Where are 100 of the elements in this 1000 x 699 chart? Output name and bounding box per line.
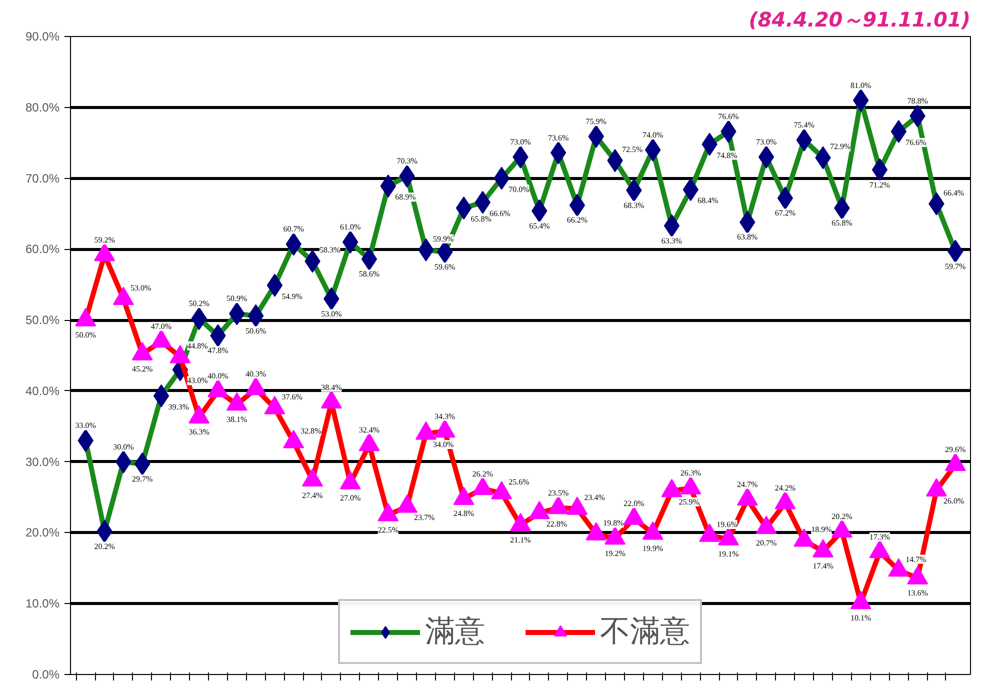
point	[661, 478, 682, 498]
data-label: 50.0%	[75, 330, 96, 340]
data-label: 59.7%	[945, 262, 966, 271]
point	[474, 190, 491, 214]
point	[831, 519, 852, 538]
y-tick-label: 10.0%	[25, 596, 60, 611]
point	[302, 468, 324, 487]
point	[245, 376, 266, 396]
data-label: 66.2%	[566, 216, 588, 225]
data-label: 20.2%	[832, 512, 853, 521]
data-label: 32.8%	[300, 426, 322, 436]
data-label: 24.2%	[774, 483, 796, 492]
data-label: 39.3%	[168, 402, 190, 412]
data-label: 19.9%	[642, 544, 664, 553]
point	[550, 141, 566, 164]
data-label: 68.9%	[395, 192, 416, 202]
data-label: 74.0%	[642, 130, 664, 140]
data-label: 70.3%	[396, 156, 418, 166]
data-label: 27.4%	[302, 490, 324, 500]
data-label: 66.4%	[943, 188, 964, 198]
data-label: 10.1%	[850, 613, 872, 622]
data-label: 50.6%	[245, 326, 266, 336]
data-label: 73.0%	[756, 138, 777, 147]
data-label: 20.2%	[94, 542, 116, 551]
data-label: 72.9%	[830, 142, 852, 152]
data-label: 22.0%	[624, 499, 645, 508]
data-label: 75.4%	[794, 120, 815, 130]
data-label: 63.3%	[661, 236, 682, 246]
data-label: 26.3%	[680, 468, 702, 478]
data-label: 45.2%	[132, 364, 154, 374]
point	[664, 214, 680, 238]
data-label: 75.9%	[586, 116, 607, 126]
data-label: 20.7%	[756, 538, 777, 548]
data-label: 19.8%	[603, 518, 624, 528]
y-tick-label: 60.0%	[25, 242, 60, 256]
point	[207, 378, 228, 398]
data-label: 29.7%	[132, 474, 154, 484]
data-label: 29.6%	[945, 445, 966, 454]
y-tick-label: 80.0%	[25, 100, 60, 114]
data-label: 53.0%	[130, 283, 152, 292]
point	[548, 496, 569, 514]
data-label: 66.6%	[490, 208, 511, 218]
data-label: 26.2%	[472, 469, 494, 478]
data-label: 65.4%	[529, 221, 550, 230]
point	[758, 146, 774, 169]
y-tick-label: 40.0%	[25, 384, 60, 398]
point	[188, 405, 210, 424]
data-label: 25.9%	[678, 497, 700, 506]
data-label: 21.1%	[510, 535, 532, 544]
point	[604, 526, 626, 545]
point	[623, 506, 644, 525]
data-label: 81.0%	[850, 80, 872, 90]
data-label: 58.6%	[358, 270, 380, 279]
data-label: 17.4%	[812, 562, 834, 571]
data-label: 34.0%	[432, 440, 454, 449]
data-label: 30.0%	[113, 442, 134, 452]
point	[569, 194, 586, 217]
point	[736, 487, 758, 506]
data-label: 22.8%	[546, 519, 568, 528]
point	[320, 390, 342, 409]
data-label: 76.6%	[718, 112, 740, 121]
point	[358, 432, 380, 452]
data-label: 67.2%	[774, 208, 796, 218]
point	[378, 502, 399, 522]
chart-title: (84.4.20～91.11.01)	[748, 8, 970, 32]
data-label: 33.0%	[75, 421, 96, 430]
point	[226, 392, 248, 411]
data-label: 23.4%	[584, 493, 606, 502]
data-label: 63.8%	[737, 232, 758, 242]
data-label: 18.9%	[811, 525, 832, 534]
point	[456, 196, 472, 220]
data-label: 24.8%	[453, 509, 474, 518]
data-label: 72.5%	[622, 145, 644, 154]
y-tick-label: 30.0%	[25, 454, 60, 469]
point	[150, 329, 172, 348]
data-label: 47.8%	[208, 346, 229, 356]
y-tick-label: 50.0%	[25, 313, 60, 328]
data-label: 38.4%	[321, 382, 342, 392]
point	[528, 500, 550, 520]
legend-label: 滿意	[425, 614, 485, 650]
y-tick-label: 70.0%	[25, 171, 60, 186]
data-label: 34.3%	[434, 412, 456, 421]
data-label: 59.2%	[94, 235, 116, 244]
point	[340, 471, 361, 490]
data-label: 44.8%	[187, 341, 208, 350]
data-label: 40.3%	[245, 369, 266, 378]
data-label: 59.9%	[432, 234, 454, 244]
data-label: 65.8%	[832, 218, 853, 228]
data-label: 47.0%	[150, 322, 172, 331]
point	[453, 486, 474, 505]
point	[642, 521, 664, 540]
data-label: 71.2%	[869, 180, 890, 190]
point	[680, 476, 702, 494]
data-label: 17.3%	[869, 532, 890, 542]
point	[926, 478, 947, 496]
data-label: 32.4%	[358, 425, 380, 434]
data-label: 23.7%	[414, 512, 436, 522]
data-label: 70.0%	[508, 184, 530, 194]
data-label: 73.0%	[510, 138, 532, 147]
point	[850, 590, 872, 610]
